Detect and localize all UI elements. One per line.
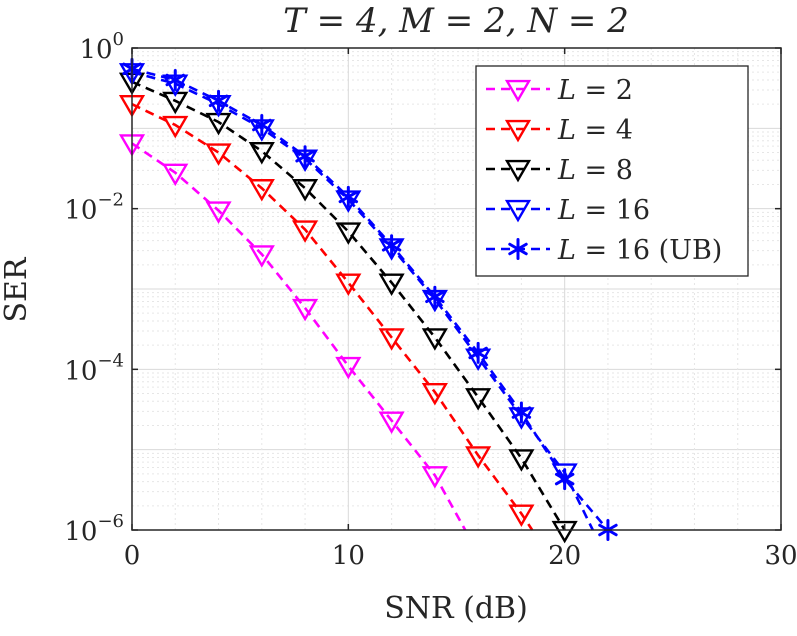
y-axis-label: SER	[0, 256, 34, 322]
data-point-marker	[291, 298, 319, 322]
data-point-marker	[291, 220, 319, 243]
legend-entry-3: L = 8	[486, 155, 633, 186]
data-point-marker	[551, 520, 578, 544]
legend-entry-2: L = 4	[486, 115, 633, 146]
data-point-marker	[508, 238, 528, 260]
legend-entry-5: L = 16 (UB)	[486, 235, 722, 266]
legend-label: L = 16	[557, 195, 650, 226]
y-tick-label: 100	[79, 29, 124, 65]
data-point-marker	[248, 245, 275, 268]
data-point-marker	[378, 273, 405, 297]
y-tick-label: 10−6	[64, 511, 124, 547]
x-axis-label: SNR (dB)	[384, 591, 528, 626]
data-point-marker	[162, 163, 189, 187]
x-tick-label: 10	[332, 541, 365, 571]
series-line	[131, 80, 566, 531]
data-point-marker	[421, 466, 448, 489]
x-tick-label: 0	[124, 541, 141, 571]
series-1	[118, 134, 467, 531]
chart-title: T = 4, M = 2, N = 2	[283, 1, 629, 41]
data-point-marker	[248, 142, 275, 165]
data-point-marker	[421, 383, 448, 406]
data-point-marker	[381, 234, 402, 257]
series-line	[131, 142, 467, 531]
data-point-marker	[378, 328, 405, 351]
legend-label: L = 16 (UB)	[557, 235, 722, 266]
x-tick-label: 30	[764, 541, 797, 571]
data-point-marker	[504, 199, 532, 223]
x-tick-label: 20	[548, 541, 581, 571]
data-point-marker	[165, 68, 185, 91]
data-point-marker	[162, 115, 189, 139]
y-tick-label: 10−2	[64, 190, 124, 226]
data-point-marker	[465, 388, 492, 411]
data-point-marker	[511, 401, 532, 424]
data-point-marker	[208, 89, 229, 112]
data-point-marker	[508, 449, 535, 472]
data-point-marker	[551, 463, 578, 486]
legend-box	[475, 65, 749, 277]
data-point-marker	[205, 201, 232, 224]
data-point-marker	[295, 145, 315, 168]
data-point-marker	[335, 222, 362, 245]
legend: L = 2 L = 4 L = 8 L = 16 L = 16 (UB)	[475, 65, 749, 277]
legend-label: L = 4	[557, 115, 633, 146]
data-point-marker	[335, 273, 362, 297]
data-point-marker	[335, 356, 362, 380]
series-line	[131, 103, 534, 531]
axis-ticks: 0 10 20 30 100 10−2 10−4 10−6	[64, 29, 797, 571]
data-point-marker	[425, 285, 445, 308]
data-point-marker	[468, 341, 488, 364]
data-point-marker	[504, 159, 532, 183]
data-point-marker	[378, 411, 405, 434]
data-point-marker	[504, 119, 532, 143]
data-point-marker	[291, 179, 319, 202]
legend-label: L = 2	[557, 75, 633, 106]
legend-entry-4: L = 16	[486, 195, 650, 226]
data-point-marker	[248, 179, 275, 202]
data-point-marker	[504, 79, 532, 103]
series-line	[131, 67, 609, 531]
data-point-marker	[205, 143, 232, 166]
y-tick-label: 10−4	[64, 350, 124, 386]
legend-label: L = 8	[557, 155, 633, 186]
plot-frame	[131, 47, 782, 531]
data-point-marker	[554, 468, 575, 491]
legend-entry-1: L = 2	[486, 75, 633, 106]
data-point-marker	[338, 185, 359, 208]
data-point-marker	[465, 446, 492, 469]
data-point-marker	[508, 504, 535, 527]
data-point-marker	[252, 114, 272, 137]
series-2	[118, 95, 535, 531]
data-point-marker	[421, 328, 448, 351]
